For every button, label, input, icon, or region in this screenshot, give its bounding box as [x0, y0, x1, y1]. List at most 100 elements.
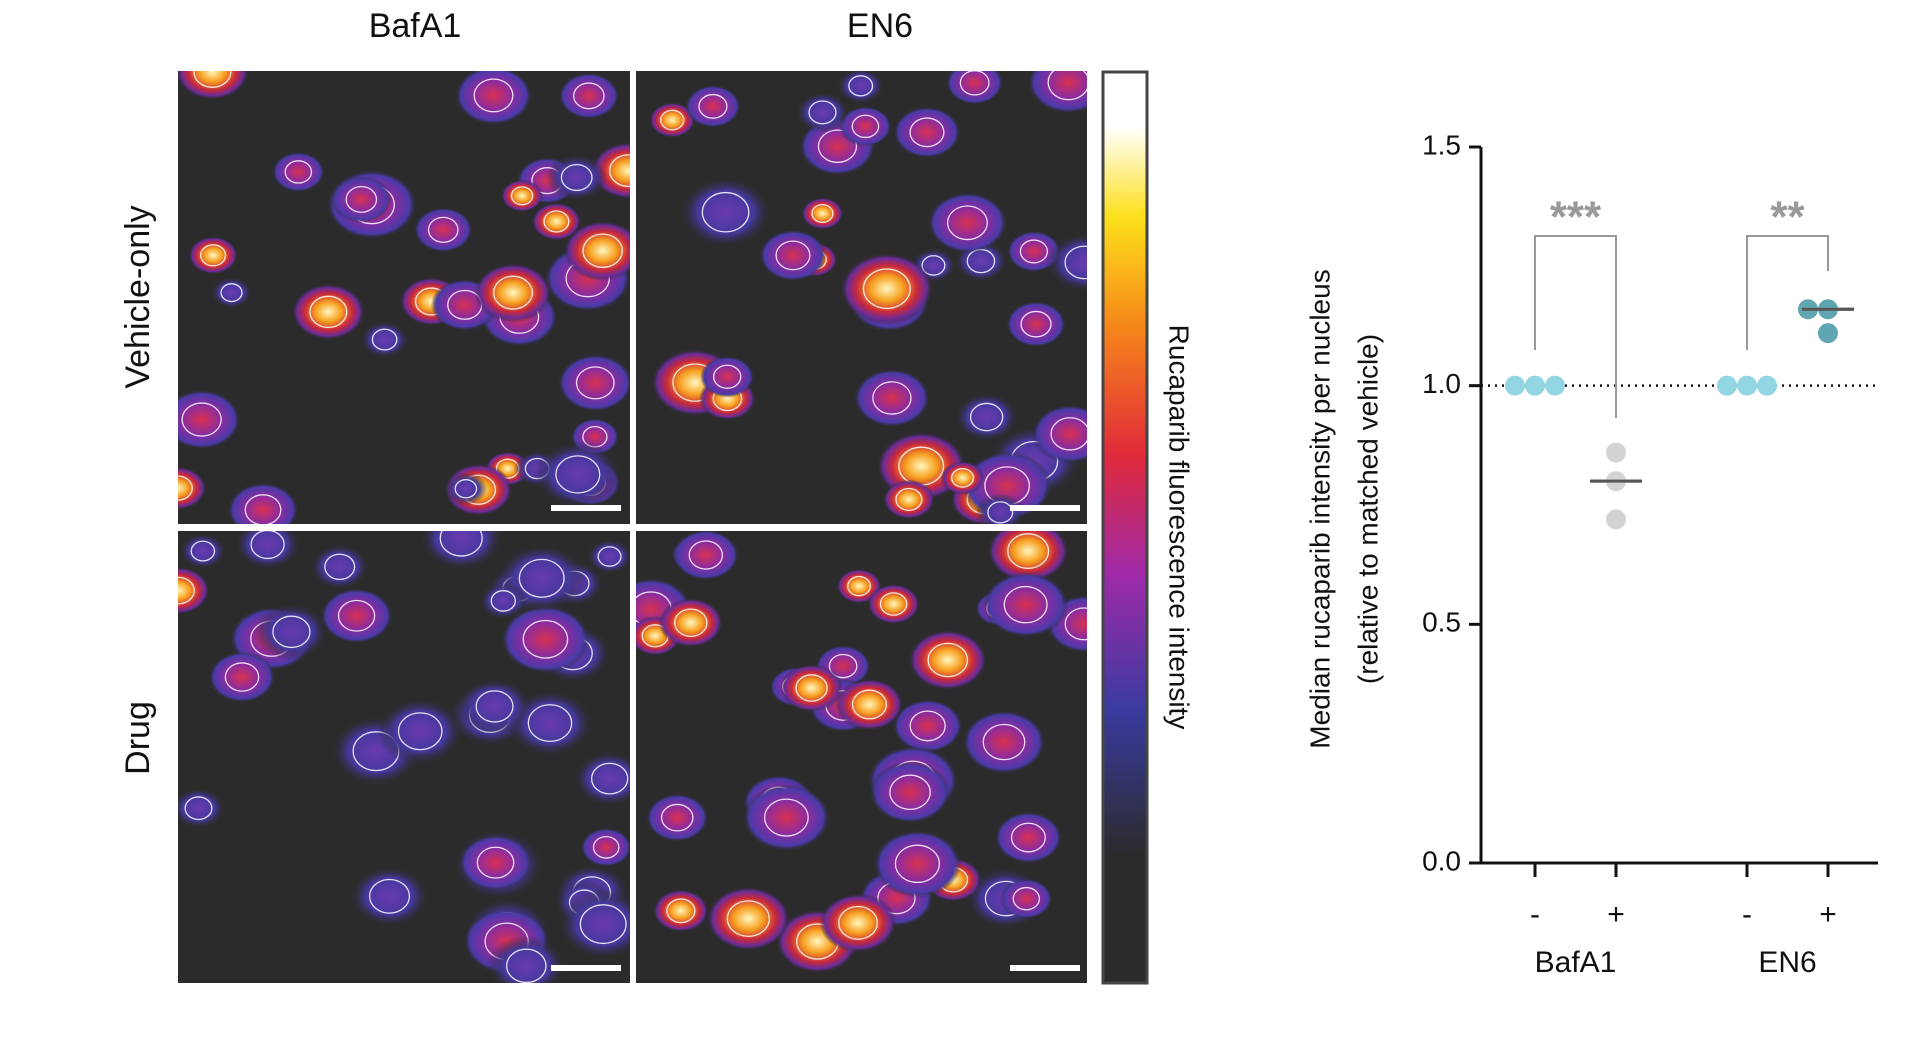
nucleus-outline	[609, 154, 630, 188]
x-tick-label: -	[1742, 898, 1752, 931]
nucleus-outline	[848, 75, 874, 97]
nucleus-outline	[560, 163, 593, 192]
cell	[557, 889, 630, 960]
nucleus-outline	[582, 233, 623, 268]
nucleus-outline	[909, 710, 946, 742]
nucleus-outline	[397, 712, 443, 751]
cell	[254, 603, 329, 661]
cell	[474, 262, 552, 323]
cell	[349, 865, 430, 927]
cell	[839, 106, 892, 147]
nucleus-outline	[473, 78, 514, 113]
nucleus-outline	[862, 268, 911, 310]
nucleus-outline	[1050, 417, 1087, 451]
cell	[310, 543, 370, 590]
nucleus-outline	[698, 93, 728, 119]
nucleus-outline	[726, 900, 770, 938]
data-point	[1737, 375, 1757, 396]
nucleus-outline	[959, 71, 990, 96]
significance-label: **	[1770, 193, 1805, 242]
row-label: Drug	[119, 701, 157, 775]
cell	[454, 71, 533, 126]
nucleus-outline	[889, 774, 931, 811]
nucleus-outline	[476, 846, 515, 879]
nucleus-outline	[811, 203, 834, 223]
cell	[331, 176, 392, 223]
cell	[835, 678, 904, 731]
nucleus-outline	[522, 619, 569, 659]
nucleus-outline	[895, 487, 923, 511]
nucleus-outline	[490, 590, 516, 612]
nucleus-outline	[309, 295, 348, 329]
group-label: BafA1	[1535, 946, 1617, 979]
y-axis-label: (relative to matched vehicle)	[1352, 334, 1383, 684]
cell	[188, 236, 238, 275]
nucleus-outline	[371, 328, 398, 351]
nucleus-outline	[1020, 310, 1052, 338]
y-tick-label: 0.5	[1422, 607, 1461, 638]
cell	[645, 793, 709, 842]
cell	[1000, 878, 1053, 919]
cell	[946, 71, 1004, 105]
cell	[869, 761, 951, 824]
cell	[227, 482, 299, 524]
nucleus-outline	[851, 114, 880, 139]
cell	[272, 151, 325, 193]
nucleus-outline	[337, 599, 376, 632]
nucleus-outline	[324, 553, 356, 581]
nucleus-outline	[1010, 822, 1046, 853]
column-label: BafA1	[369, 7, 462, 45]
nucleus-outline	[987, 501, 1014, 524]
nucleus-outline	[184, 796, 213, 821]
column-label: EN6	[847, 7, 913, 45]
cell	[178, 71, 250, 101]
cell	[649, 102, 696, 138]
nucleus-outline	[224, 662, 260, 692]
nucleus-outline	[838, 905, 878, 940]
cell	[873, 829, 962, 898]
significance-label: ***	[1550, 193, 1602, 242]
nucleus-outline	[220, 283, 243, 303]
nucleus-outline	[244, 494, 282, 524]
nucleus-outline	[475, 690, 514, 723]
nucleus-outline	[808, 100, 837, 125]
cell	[210, 276, 253, 309]
nucleus-outline	[181, 402, 222, 437]
cell	[178, 787, 226, 829]
colorbar-label: Rucaparib fluorescence intensity	[1164, 325, 1195, 730]
row-label: Vehicle-only	[119, 205, 157, 388]
y-tick-label: 0.0	[1422, 845, 1461, 876]
scale-bars	[551, 505, 1080, 971]
nucleus-outline	[1003, 585, 1048, 624]
nucleus-outline	[817, 129, 858, 163]
cell	[954, 392, 1019, 442]
nucleus-outline	[178, 475, 193, 501]
cell	[580, 827, 630, 867]
cell	[557, 354, 630, 412]
cell	[234, 531, 301, 570]
cell	[685, 84, 741, 128]
cell	[892, 698, 963, 753]
y-tick-label: 1.0	[1422, 368, 1461, 399]
cell	[459, 834, 532, 891]
nucleus-outline	[178, 576, 195, 605]
cell	[291, 283, 366, 341]
nucleus-outline	[439, 531, 483, 557]
nucleus-outline	[927, 642, 969, 678]
cell	[501, 605, 590, 674]
cell	[982, 571, 1069, 638]
nucleus-outline	[597, 546, 622, 567]
data-point	[1606, 509, 1626, 530]
cell	[563, 220, 630, 281]
nucleus-outline	[847, 575, 871, 597]
cell	[893, 106, 961, 159]
cell-group	[178, 531, 630, 983]
cell	[867, 583, 920, 625]
scale-bar	[551, 505, 621, 511]
cell	[706, 886, 791, 951]
nucleus-outline	[872, 381, 912, 415]
nucleus-outline	[368, 878, 411, 914]
nucleus-outline	[701, 191, 750, 233]
nucleus-outline	[272, 615, 311, 649]
